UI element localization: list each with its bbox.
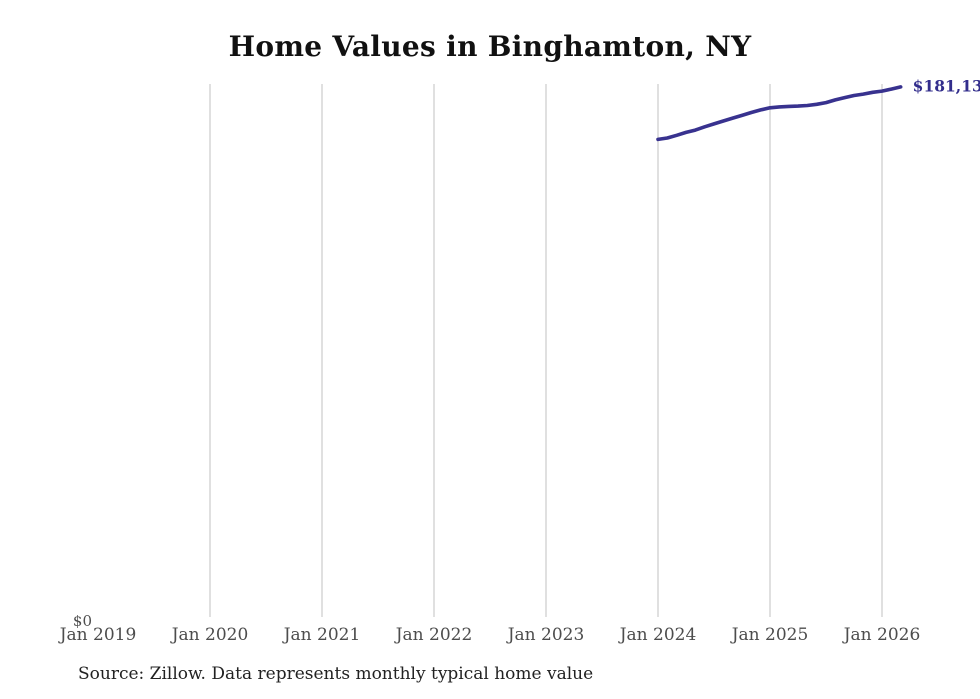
home-value-line xyxy=(656,85,903,142)
x-tick-label: Jan 2022 xyxy=(394,625,473,645)
y-tick-label: $0 xyxy=(73,612,92,630)
x-tick-label: Jan 2021 xyxy=(282,625,361,645)
source-note: Source: Zillow. Data represents monthly … xyxy=(78,664,594,684)
x-tick-label: Jan 2026 xyxy=(842,625,921,645)
chart-title: Home Values in Binghamton, NY xyxy=(228,30,752,63)
x-tick-label: Jan 2019 xyxy=(58,625,137,645)
latest-value-label: $181,133 xyxy=(913,76,980,95)
x-tick-label: Jan 2024 xyxy=(618,625,697,645)
x-tick-label: Jan 2023 xyxy=(506,625,585,645)
x-tick-label: Jan 2020 xyxy=(170,625,249,645)
x-tick-label: Jan 2025 xyxy=(730,625,809,645)
